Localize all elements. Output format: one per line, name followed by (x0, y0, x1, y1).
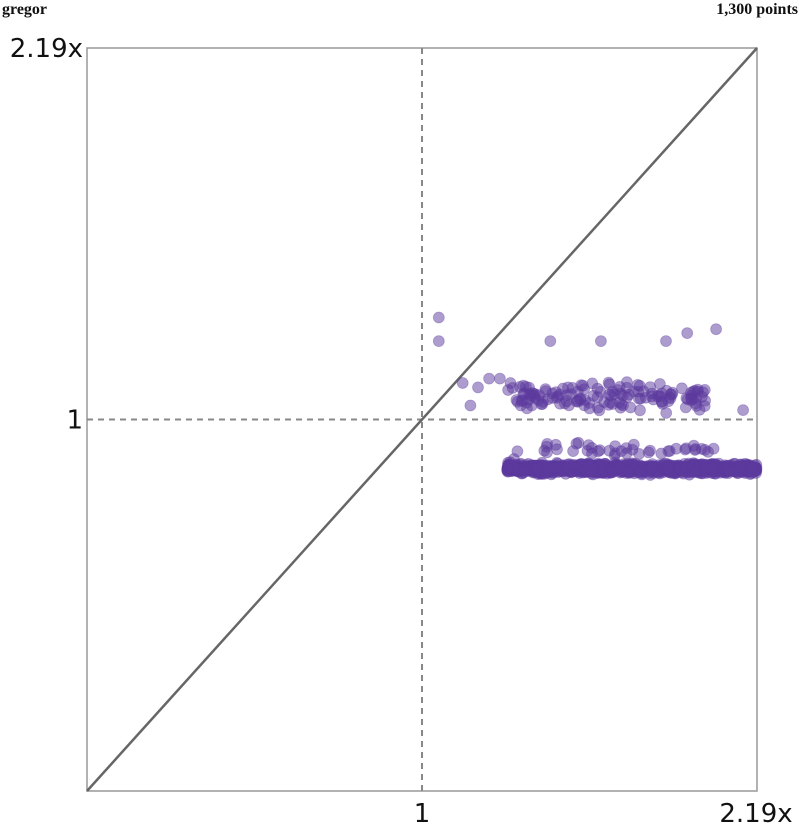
data-point (627, 438, 640, 451)
data-point (603, 444, 616, 457)
data-point (504, 377, 517, 389)
data-point (687, 439, 700, 452)
data-point (571, 395, 584, 408)
data-point (621, 381, 633, 394)
data-point (631, 378, 644, 391)
data-point (707, 442, 720, 455)
data-point (602, 376, 615, 389)
data-point (561, 389, 573, 401)
data-point (432, 311, 445, 324)
data-point (551, 443, 563, 456)
data-point (606, 466, 619, 479)
data-point (578, 383, 590, 396)
data-point (722, 465, 735, 478)
data-point (540, 440, 553, 453)
data-point (592, 445, 604, 458)
data-point (640, 391, 652, 404)
data-point (680, 392, 693, 405)
data-point (696, 390, 708, 403)
data-point (432, 335, 445, 348)
data-point (472, 381, 484, 394)
data-point (605, 389, 617, 402)
y-tick-label: 2.19x (10, 34, 83, 64)
diagonal-line (86, 47, 758, 792)
chart-label-right: 1,300 points (716, 1, 798, 18)
data-point (464, 399, 477, 412)
data-points (432, 311, 763, 481)
data-point (597, 463, 610, 476)
data-point (663, 445, 676, 457)
data-point (633, 447, 645, 460)
data-point (595, 335, 607, 348)
data-point (593, 404, 606, 417)
data-point (679, 462, 692, 474)
data-point (539, 383, 552, 396)
data-point (676, 382, 688, 395)
data-point (660, 406, 673, 419)
data-point (456, 377, 469, 389)
data-point (737, 404, 749, 417)
data-point (615, 398, 628, 411)
data-point (508, 453, 520, 465)
data-point (530, 462, 543, 475)
data-point (583, 402, 596, 415)
y-tick-label: 1 (66, 405, 83, 435)
data-point (646, 461, 659, 473)
x-tick-label: 2.19x (719, 799, 792, 829)
data-point (563, 459, 576, 472)
data-point (634, 404, 646, 417)
data-point (514, 399, 527, 412)
data-point (544, 335, 557, 348)
tick-labels: 1 2.19x 1 2.19x (10, 34, 793, 829)
data-point (654, 378, 666, 390)
data-point (662, 463, 675, 476)
data-point (523, 381, 535, 394)
data-point (528, 390, 541, 402)
data-point (632, 466, 644, 479)
chart-label-left: gregor (2, 1, 48, 18)
data-point (745, 461, 758, 474)
data-point (567, 445, 579, 458)
data-point (660, 335, 672, 348)
data-point (550, 461, 563, 474)
data-point (591, 382, 604, 395)
x-tick-label: 1 (414, 799, 431, 829)
data-point (655, 395, 668, 408)
data-point (681, 327, 694, 340)
data-point (517, 463, 530, 476)
data-point (710, 323, 722, 336)
data-point (483, 372, 496, 385)
data-point (493, 372, 506, 385)
data-point (699, 463, 711, 476)
data-point (585, 467, 598, 480)
